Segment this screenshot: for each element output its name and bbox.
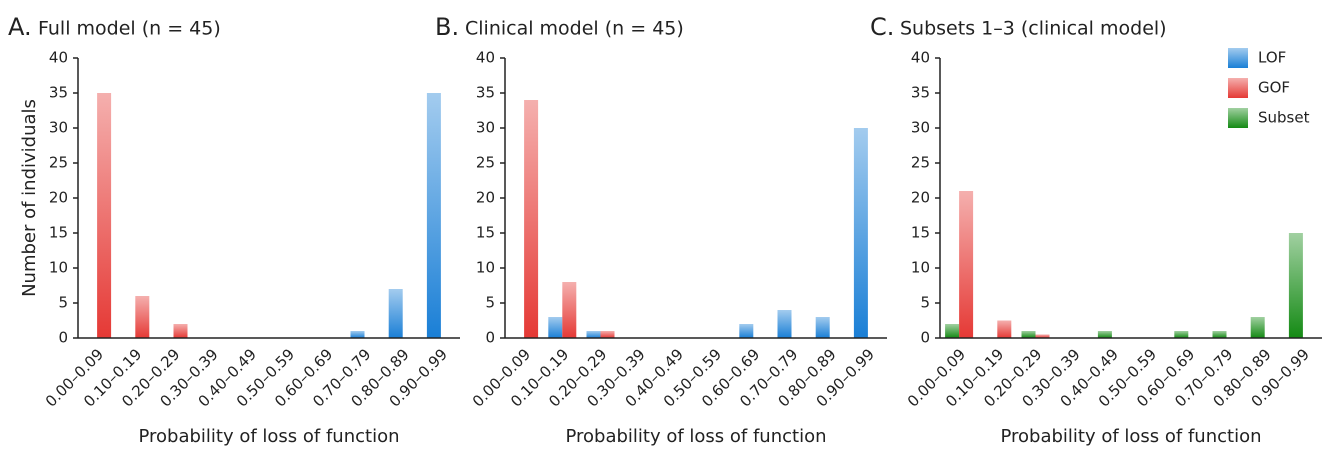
x-axis-label: Probability of loss of function <box>138 426 399 447</box>
y-tick-label: 20 <box>911 189 930 207</box>
y-tick-label: 35 <box>49 84 68 102</box>
y-tick-label: 10 <box>911 259 930 277</box>
bar <box>1035 334 1050 338</box>
y-tick-label: 20 <box>49 189 68 207</box>
bar <box>1174 331 1189 338</box>
legend-label: Subset <box>1258 109 1310 127</box>
bar <box>777 310 792 338</box>
y-tick-label: 15 <box>49 224 68 242</box>
bar <box>600 331 615 338</box>
bar <box>388 289 403 338</box>
panel-label: B. <box>435 13 459 41</box>
legend-swatch <box>1228 108 1248 128</box>
legend-swatch <box>1228 78 1248 98</box>
bar <box>1288 233 1303 338</box>
bar <box>853 128 868 338</box>
y-tick-label: 40 <box>476 49 495 67</box>
panel-label: C. <box>870 13 894 41</box>
bar <box>959 191 974 338</box>
bar <box>1250 317 1265 338</box>
y-tick-label: 35 <box>911 84 930 102</box>
y-tick-label: 10 <box>49 259 68 277</box>
bar <box>135 296 150 338</box>
bar <box>1021 331 1036 338</box>
bar <box>350 331 365 338</box>
y-tick-label: 25 <box>49 154 68 172</box>
y-tick-label: 30 <box>49 119 68 137</box>
legend-label: GOF <box>1258 79 1290 97</box>
y-tick-label: 10 <box>476 259 495 277</box>
y-tick-label: 40 <box>49 49 68 67</box>
x-axis-label: Probability of loss of function <box>565 426 826 447</box>
y-axis-label: Number of individuals <box>19 99 40 297</box>
bar <box>97 93 112 338</box>
bar <box>524 100 539 338</box>
bar <box>1212 331 1227 338</box>
bar <box>173 324 188 338</box>
bar <box>426 93 441 338</box>
bar <box>586 331 601 338</box>
y-tick-label: 0 <box>920 329 930 347</box>
y-tick-label: 5 <box>58 294 68 312</box>
y-tick-label: 40 <box>911 49 930 67</box>
y-tick-label: 20 <box>476 189 495 207</box>
y-tick-label: 5 <box>920 294 930 312</box>
y-tick-label: 15 <box>476 224 495 242</box>
y-tick-label: 30 <box>911 119 930 137</box>
bar <box>548 317 563 338</box>
y-tick-label: 0 <box>485 329 495 347</box>
x-axis-label: Probability of loss of function <box>1000 426 1261 447</box>
bar <box>945 324 960 338</box>
y-tick-label: 0 <box>58 329 68 347</box>
panel-title: Subsets 1–3 (clinical model) <box>900 18 1167 40</box>
bar <box>997 320 1012 338</box>
y-tick-label: 25 <box>911 154 930 172</box>
y-tick-label: 35 <box>476 84 495 102</box>
y-tick-label: 15 <box>911 224 930 242</box>
panel-title: Clinical model (n = 45) <box>465 18 684 40</box>
bar <box>815 317 830 338</box>
y-tick-label: 30 <box>476 119 495 137</box>
panel-label: A. <box>8 13 32 41</box>
y-tick-label: 5 <box>485 294 495 312</box>
legend-swatch <box>1228 48 1248 68</box>
legend-label: LOF <box>1258 49 1286 67</box>
panel-title: Full model (n = 45) <box>38 18 221 40</box>
bar <box>562 282 577 338</box>
bar <box>739 324 754 338</box>
y-tick-label: 25 <box>476 154 495 172</box>
bar <box>1097 331 1112 338</box>
